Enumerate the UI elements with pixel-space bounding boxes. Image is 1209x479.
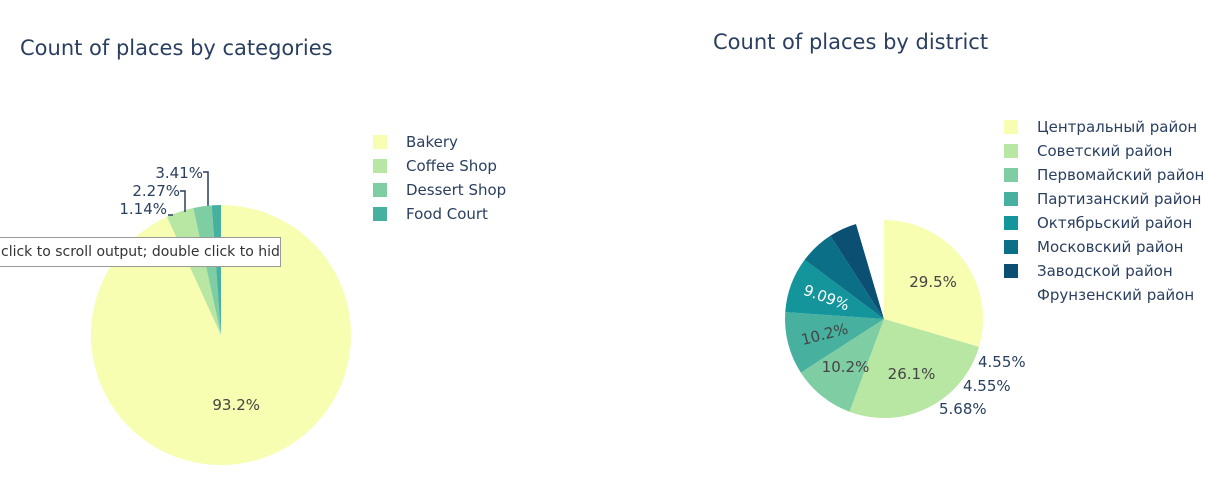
district-label-первомайский-район: 10.2%	[822, 358, 870, 376]
categories-label-bakery: 93.2%	[212, 396, 260, 414]
district-legend-label: Центральный район	[1037, 118, 1198, 136]
district-legend-label: Партизанский район	[1037, 190, 1202, 208]
district-legend-swatch	[1004, 168, 1018, 182]
district-label-советский-район: 26.1%	[888, 365, 936, 383]
district-label-московский-район: 5.68%	[939, 400, 987, 418]
district-legend-item-центральный-район[interactable]: Центральный район	[1004, 115, 1204, 139]
district-legend-swatch	[1004, 192, 1018, 206]
categories-legend-label: Bakery	[406, 133, 458, 151]
chart-title-district: Count of places by district	[713, 30, 989, 54]
district-legend-item-октябрьский-район[interactable]: Октябрьский район	[1004, 211, 1204, 235]
district-label-центральный-район: 29.5%	[909, 273, 957, 291]
categories-legend-swatch	[373, 183, 387, 197]
district-legend-item-партизанский-район[interactable]: Партизанский район	[1004, 187, 1204, 211]
scroll-output-tooltip[interactable]: click to scroll output; double click to …	[0, 237, 281, 267]
categories-legend-label: Food Court	[406, 205, 488, 223]
categories-slice-bakery[interactable]	[90, 205, 351, 466]
district-legend-swatch	[1004, 240, 1018, 254]
legend-district: Центральный район Советский район Первомай…	[1004, 115, 1204, 307]
chart-title-categories: Count of places by categories	[20, 36, 333, 60]
legend-categories: Bakery Coffee Shop Dessert Shop Food Court	[373, 130, 506, 226]
categories-legend-swatch	[373, 207, 387, 221]
categories-label-coffee-shop: 3.41%	[155, 164, 203, 182]
categories-legend-label: Dessert Shop	[406, 181, 507, 199]
categories-legend-swatch	[373, 159, 387, 173]
district-slice-центральный-район[interactable]	[884, 220, 983, 347]
district-label-заводской-район: 4.55%	[963, 377, 1011, 395]
district-slice-заводской-район[interactable]	[830, 224, 884, 319]
district-legend-label: Первомайский район	[1037, 166, 1205, 184]
categories-legend-label: Coffee Shop	[406, 157, 497, 175]
categories-legend-item-food-court[interactable]: Food Court	[373, 202, 506, 226]
district-legend-label: Советский район	[1037, 142, 1173, 160]
categories-label-food-court: 1.14%	[119, 200, 167, 218]
district-slice-октябрьский-район[interactable]	[785, 259, 884, 319]
district-label-фрунзенский-район: 4.55%	[978, 353, 1026, 371]
district-slice-партизанский-район[interactable]	[785, 312, 884, 373]
district-slice-первомайский-район[interactable]	[800, 319, 884, 412]
district-legend-label: Октябрьский район	[1037, 214, 1193, 232]
categories-legend-item-coffee-shop[interactable]: Coffee Shop	[373, 154, 506, 178]
categories-legend-item-bakery[interactable]: Bakery	[373, 130, 506, 154]
district-legend-label: Московский район	[1037, 238, 1184, 256]
district-legend-item-московский-район[interactable]: Московский район	[1004, 235, 1204, 259]
district-legend-item-советский-район[interactable]: Советский район	[1004, 139, 1204, 163]
categories-legend-swatch	[373, 135, 387, 149]
district-slice-московский-район[interactable]	[804, 235, 884, 319]
categories-label-dessert-shop: 2.27%	[132, 182, 180, 200]
district-legend-item-первомайский-район[interactable]: Первомайский район	[1004, 163, 1204, 187]
district-legend-item-фрунзенский-район[interactable]: Фрунзенский район	[1004, 283, 1204, 307]
district-slice-фрунзенский-район[interactable]	[856, 220, 884, 319]
district-legend-swatch	[1004, 216, 1018, 230]
district-legend-label: Фрунзенский район	[1037, 286, 1195, 304]
district-legend-swatch	[1004, 144, 1018, 158]
district-legend-item-заводской-район[interactable]: Заводской район	[1004, 259, 1204, 283]
district-legend-swatch	[1004, 120, 1018, 134]
categories-legend-item-dessert-shop[interactable]: Dessert Shop	[373, 178, 506, 202]
district-legend-label: Заводской район	[1037, 262, 1173, 280]
categories-leader-line-dessert-shop	[180, 190, 186, 212]
district-legend-swatch	[1004, 288, 1018, 302]
district-slice-советский-район[interactable]	[849, 319, 979, 418]
district-legend-swatch	[1004, 264, 1018, 278]
categories-leader-line-coffee-shop	[203, 171, 209, 210]
